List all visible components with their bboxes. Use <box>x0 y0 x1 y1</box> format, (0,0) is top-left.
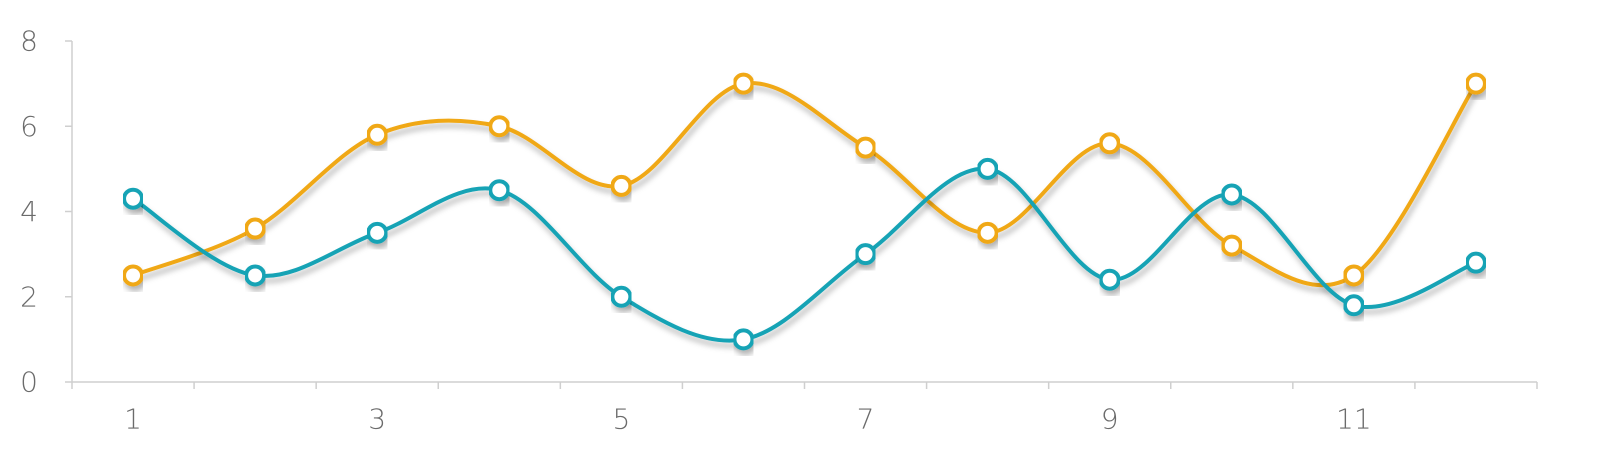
series-2-point[interactable] <box>610 285 633 308</box>
series-1-point[interactable] <box>610 174 633 197</box>
series-1-point[interactable] <box>122 264 145 287</box>
series-2-point[interactable] <box>1098 268 1121 291</box>
series-2-point[interactable] <box>244 264 267 287</box>
series-1-point[interactable] <box>1220 234 1243 257</box>
x-tick-label: 5 <box>612 403 630 436</box>
series-1-point[interactable] <box>1098 132 1121 155</box>
series-layer <box>122 72 1487 351</box>
series-1-point[interactable] <box>244 217 267 240</box>
series-2-point[interactable] <box>122 187 145 210</box>
x-tick-label: 9 <box>1101 403 1119 436</box>
y-tick-label: 0 <box>20 366 38 399</box>
series-1-point[interactable] <box>1464 72 1487 95</box>
series-2-point[interactable] <box>1342 294 1365 317</box>
series-1-line <box>131 81 1478 288</box>
series-2-point[interactable] <box>1220 183 1243 206</box>
series-2-line <box>131 166 1478 343</box>
axes-layer: 0 2 4 6 8 1 3 5 7 9 11 <box>20 25 1538 436</box>
series-1-point[interactable] <box>854 136 877 159</box>
y-tick-label: 2 <box>20 280 38 313</box>
x-tick-label: 3 <box>368 403 386 436</box>
y-tick-label: 4 <box>20 195 38 228</box>
y-tick-label: 8 <box>20 25 38 58</box>
series-2-point[interactable] <box>854 243 877 266</box>
x-tick-label: 11 <box>1336 403 1372 436</box>
x-tick-label: 7 <box>857 403 875 436</box>
series-2-point[interactable] <box>366 221 389 244</box>
series-1-point[interactable] <box>366 123 389 146</box>
series-1-point[interactable] <box>488 115 511 138</box>
x-tick-label: 1 <box>124 403 142 436</box>
series-2-point[interactable] <box>1464 251 1487 274</box>
series-1-point[interactable] <box>1342 264 1365 287</box>
y-tick-label: 6 <box>20 110 38 143</box>
series-1-point[interactable] <box>976 221 999 244</box>
series-1 <box>122 72 1487 288</box>
series-2-point[interactable] <box>488 179 511 202</box>
series-2-point[interactable] <box>732 328 755 351</box>
series-2-point[interactable] <box>976 157 999 180</box>
series-1-point[interactable] <box>732 72 755 95</box>
series-2 <box>122 157 1487 351</box>
